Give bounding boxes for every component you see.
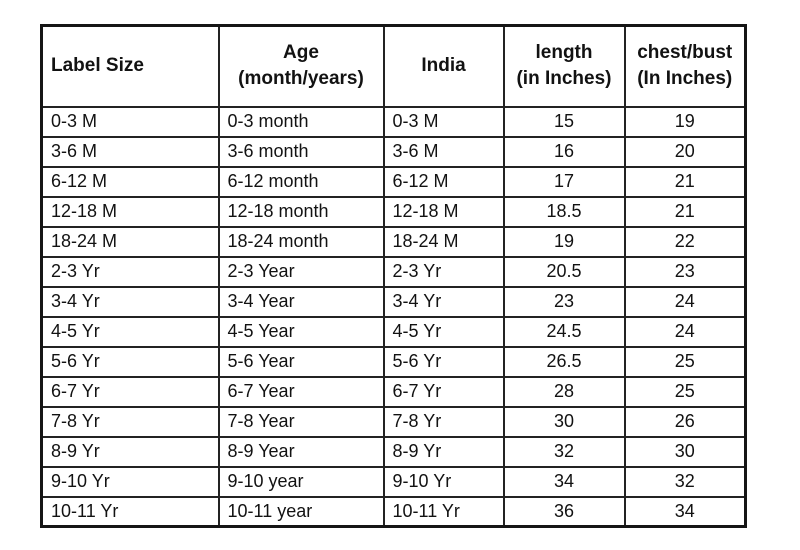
cell-age: 7-8 Year (217, 405, 385, 438)
cell-length-inches: 36 (502, 495, 626, 528)
header-india: India (382, 24, 505, 108)
cell-chest-bust-inches: 24 (623, 285, 747, 318)
cell-age: 9-10 year (217, 465, 385, 498)
cell-length-inches: 26.5 (502, 345, 626, 378)
cell-label-size: 2-3 Yr (40, 255, 220, 288)
table-row: 6-7 Yr 6-7 Year 6-7 Yr 28 25 (40, 375, 747, 408)
cell-india: 18-24 M (382, 225, 505, 258)
cell-chest-bust-inches: 32 (623, 465, 747, 498)
cell-age: 6-7 Year (217, 375, 385, 408)
cell-age: 2-3 Year (217, 255, 385, 288)
cell-india: 2-3 Yr (382, 255, 505, 288)
cell-label-size: 4-5 Yr (40, 315, 220, 348)
cell-label-size: 3-6 M (40, 135, 220, 168)
cell-label-size: 6-7 Yr (40, 375, 220, 408)
cell-chest-bust-inches: 25 (623, 345, 747, 378)
table-header-row: Label Size Age (month/years) India lengt… (40, 24, 747, 108)
header-age: Age (month/years) (217, 24, 385, 108)
cell-chest-bust-inches: 34 (623, 495, 747, 528)
cell-chest-bust-inches: 19 (623, 105, 747, 138)
cell-label-size: 10-11 Yr (40, 495, 220, 528)
cell-chest-bust-inches: 30 (623, 435, 747, 468)
cell-india: 0-3 M (382, 105, 505, 138)
cell-india: 12-18 M (382, 195, 505, 228)
table-row: 8-9 Yr 8-9 Year 8-9 Yr 32 30 (40, 435, 747, 468)
cell-label-size: 8-9 Yr (40, 435, 220, 468)
table-row: 0-3 M 0-3 month 0-3 M 15 19 (40, 105, 747, 138)
cell-label-size: 3-4 Yr (40, 285, 220, 318)
cell-label-size: 12-18 M (40, 195, 220, 228)
table-body: 0-3 M 0-3 month 0-3 M 15 19 3-6 M 3-6 mo… (40, 105, 747, 528)
cell-age: 10-11 year (217, 495, 385, 528)
cell-label-size: 7-8 Yr (40, 405, 220, 438)
cell-length-inches: 18.5 (502, 195, 626, 228)
cell-length-inches: 24.5 (502, 315, 626, 348)
table-row: 10-11 Yr 10-11 year 10-11 Yr 36 34 (40, 495, 747, 528)
cell-chest-bust-inches: 21 (623, 165, 747, 198)
cell-age: 5-6 Year (217, 345, 385, 378)
table-row: 18-24 M 18-24 month 18-24 M 19 22 (40, 225, 747, 258)
cell-india: 7-8 Yr (382, 405, 505, 438)
cell-age: 4-5 Year (217, 315, 385, 348)
cell-india: 3-6 M (382, 135, 505, 168)
cell-length-inches: 28 (502, 375, 626, 408)
cell-age: 3-4 Year (217, 285, 385, 318)
cell-age: 12-18 month (217, 195, 385, 228)
table-row: 9-10 Yr 9-10 year 9-10 Yr 34 32 (40, 465, 747, 498)
cell-india: 8-9 Yr (382, 435, 505, 468)
cell-label-size: 5-6 Yr (40, 345, 220, 378)
cell-length-inches: 20.5 (502, 255, 626, 288)
cell-chest-bust-inches: 23 (623, 255, 747, 288)
cell-age: 3-6 month (217, 135, 385, 168)
table-row: 5-6 Yr 5-6 Year 5-6 Yr 26.5 25 (40, 345, 747, 378)
cell-chest-bust-inches: 22 (623, 225, 747, 258)
cell-length-inches: 16 (502, 135, 626, 168)
table-row: 3-4 Yr 3-4 Year 3-4 Yr 23 24 (40, 285, 747, 318)
cell-india: 3-4 Yr (382, 285, 505, 318)
cell-india: 6-7 Yr (382, 375, 505, 408)
cell-chest-bust-inches: 20 (623, 135, 747, 168)
cell-length-inches: 23 (502, 285, 626, 318)
size-chart-table: Label Size Age (month/years) India lengt… (40, 24, 747, 528)
cell-age: 6-12 month (217, 165, 385, 198)
cell-india: 9-10 Yr (382, 465, 505, 498)
table-row: 6-12 M 6-12 month 6-12 M 17 21 (40, 165, 747, 198)
cell-length-inches: 34 (502, 465, 626, 498)
cell-length-inches: 17 (502, 165, 626, 198)
table-row: 12-18 M 12-18 month 12-18 M 18.5 21 (40, 195, 747, 228)
cell-chest-bust-inches: 24 (623, 315, 747, 348)
table-row: 2-3 Yr 2-3 Year 2-3 Yr 20.5 23 (40, 255, 747, 288)
cell-label-size: 6-12 M (40, 165, 220, 198)
cell-length-inches: 32 (502, 435, 626, 468)
table-row: 7-8 Yr 7-8 Year 7-8 Yr 30 26 (40, 405, 747, 438)
header-length-inches: length (in Inches) (502, 24, 626, 108)
table-row: 3-6 M 3-6 month 3-6 M 16 20 (40, 135, 747, 168)
cell-label-size: 18-24 M (40, 225, 220, 258)
cell-chest-bust-inches: 25 (623, 375, 747, 408)
cell-age: 0-3 month (217, 105, 385, 138)
cell-age: 8-9 Year (217, 435, 385, 468)
cell-label-size: 9-10 Yr (40, 465, 220, 498)
cell-chest-bust-inches: 21 (623, 195, 747, 228)
cell-india: 6-12 M (382, 165, 505, 198)
cell-india: 5-6 Yr (382, 345, 505, 378)
cell-label-size: 0-3 M (40, 105, 220, 138)
cell-length-inches: 15 (502, 105, 626, 138)
cell-length-inches: 30 (502, 405, 626, 438)
cell-length-inches: 19 (502, 225, 626, 258)
cell-india: 4-5 Yr (382, 315, 505, 348)
cell-age: 18-24 month (217, 225, 385, 258)
header-label-size: Label Size (40, 24, 220, 108)
cell-india: 10-11 Yr (382, 495, 505, 528)
header-chest-bust-inches: chest/bust (In Inches) (623, 24, 747, 108)
cell-chest-bust-inches: 26 (623, 405, 747, 438)
table-row: 4-5 Yr 4-5 Year 4-5 Yr 24.5 24 (40, 315, 747, 348)
